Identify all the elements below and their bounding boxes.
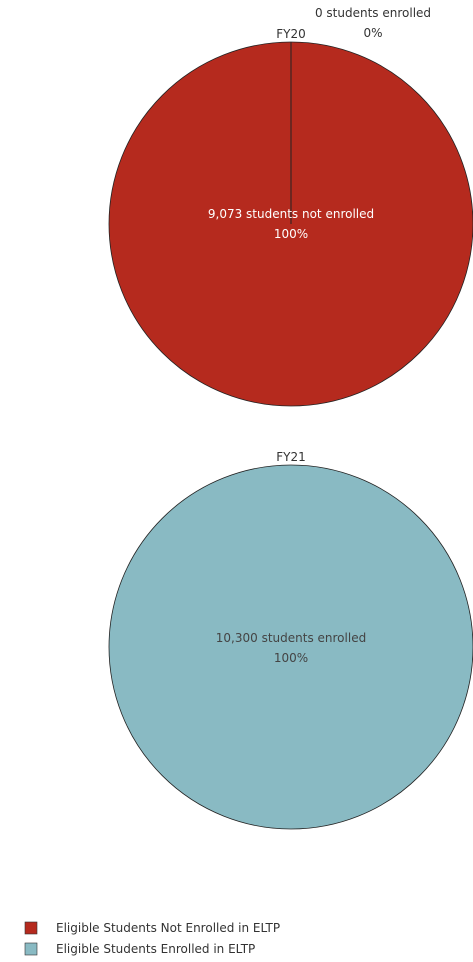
slice-count-label-fy21-enrolled: 10,300 students enrolled (216, 631, 366, 645)
fy20-slices (108, 41, 473, 407)
legend-item-enrolled[interactable]: Eligible Students Enrolled in ELTP (24, 942, 255, 956)
legend-swatch-enrolled (24, 942, 38, 956)
slice-count-label-fy20-not-enrolled: 9,073 students not enrolled (208, 207, 374, 221)
pie-title-fy21: FY21 (276, 450, 306, 464)
legend-label-not-enrolled: Eligible Students Not Enrolled in ELTP (56, 921, 280, 935)
slice-pct-label-fy21-enrolled: 100% (274, 651, 308, 665)
fy21-slices (108, 464, 473, 830)
legend: Eligible Students Not Enrolled in ELTP E… (24, 921, 280, 956)
legend-item-not-enrolled[interactable]: Eligible Students Not Enrolled in ELTP (24, 921, 280, 935)
pie-fy21: FY21 10,300 students enrolled 100% (108, 450, 473, 830)
pie-fy20: FY20 0 students enrolled 0% 9,073 studen… (108, 6, 473, 407)
pie-title-fy20: FY20 (276, 27, 306, 41)
slice-pct-label-fy20-enrolled: 0% (363, 26, 382, 40)
legend-swatch-not-enrolled (24, 921, 38, 935)
pie-slice-fy21-eligible-students-enrolled-in-eltp[interactable] (108, 464, 473, 830)
slice-count-label-fy20-enrolled: 0 students enrolled (315, 6, 431, 20)
slice-pct-label-fy20-not-enrolled: 100% (274, 227, 308, 241)
legend-label-enrolled: Eligible Students Enrolled in ELTP (56, 942, 255, 956)
